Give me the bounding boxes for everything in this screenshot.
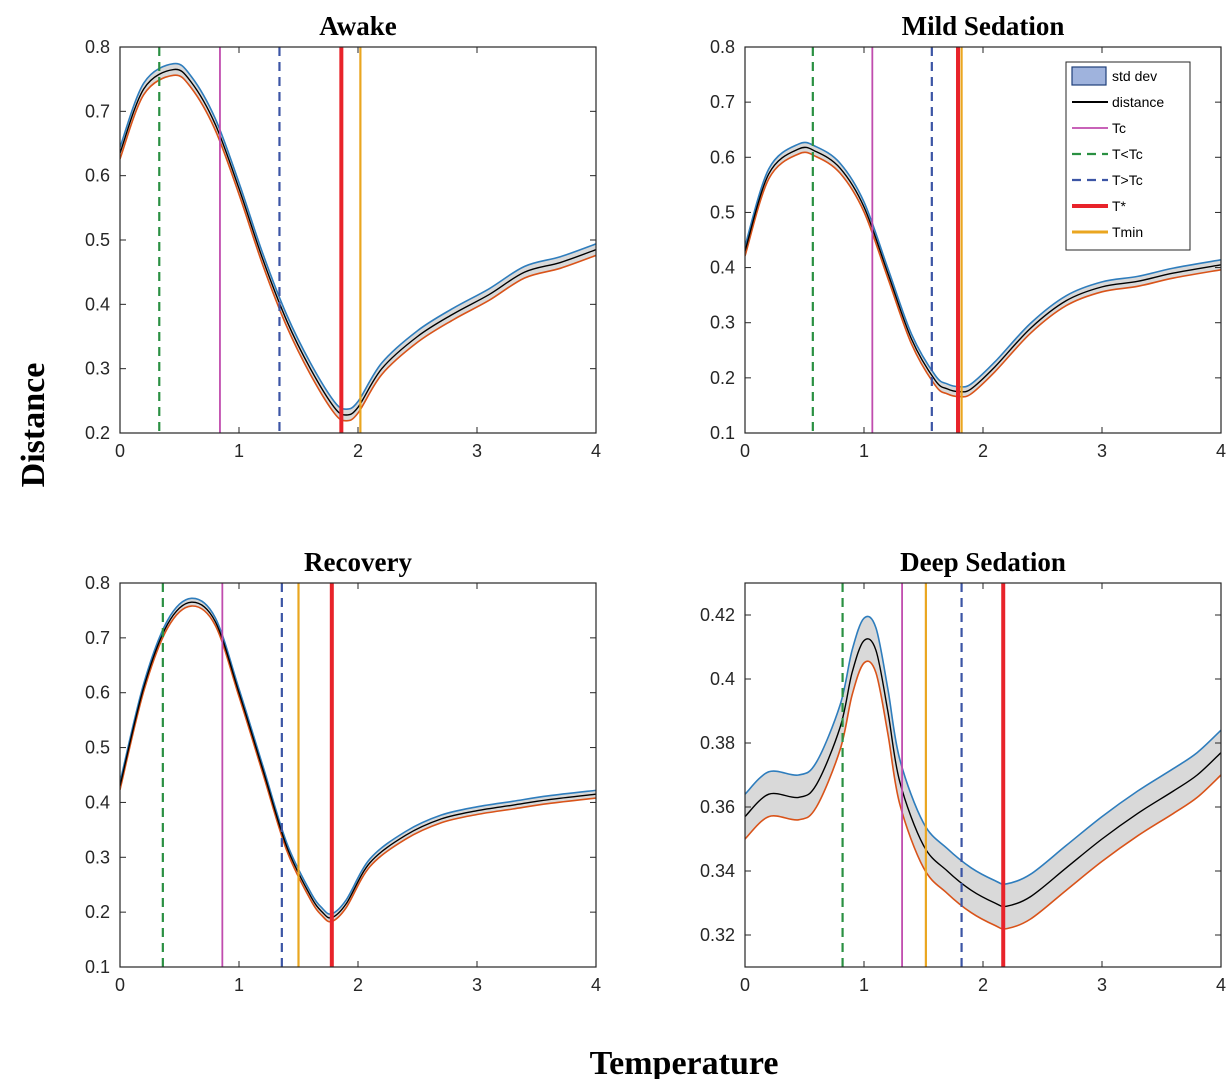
plot-area xyxy=(120,583,596,967)
y-tick-label: 0.2 xyxy=(710,368,735,388)
panel-title: Awake xyxy=(319,11,397,41)
distance-line xyxy=(120,601,596,919)
y-tick-label: 0.8 xyxy=(85,573,110,593)
legend-label: Tc xyxy=(1112,120,1126,136)
x-tick-label: 3 xyxy=(1097,441,1107,461)
y-tick-label: 0.6 xyxy=(85,683,110,703)
y-tick-label: 0.4 xyxy=(710,258,735,278)
x-tick-label: 0 xyxy=(115,975,125,995)
panel-title: Deep Sedation xyxy=(900,547,1066,577)
x-tick-label: 4 xyxy=(591,441,601,461)
axes-frame xyxy=(119,46,597,434)
panel-mild-sedation: Mild Sedation 0 1 2 3 4 0.1 0.2 0.3 0.4 0.5 0.6 0.7 0… xyxy=(710,11,1226,461)
y-tick-label: 0.4 xyxy=(710,669,735,689)
y-tick-label: 0.42 xyxy=(700,605,735,625)
legend-label: T* xyxy=(1112,198,1127,214)
y-tick-label: 0.7 xyxy=(710,92,735,112)
std-dev-band xyxy=(120,598,596,922)
legend-label: Tmin xyxy=(1112,224,1143,240)
lower-std-line xyxy=(120,74,596,422)
panel-title: Mild Sedation xyxy=(902,11,1065,41)
x-tick-label: 0 xyxy=(740,975,750,995)
panel-recovery: Recovery 0 1 2 3 4 0.1 0.2 0.3 0.4 0.5 0.6 0.7 0.8 xyxy=(85,547,601,995)
x-tick-label: 2 xyxy=(353,441,363,461)
x-tick-label: 4 xyxy=(1216,975,1226,995)
y-tick-label: 0.38 xyxy=(700,733,735,753)
y-tick-label: 0.7 xyxy=(85,101,110,121)
upper-std-line xyxy=(745,615,1221,885)
distance-line xyxy=(745,146,1221,393)
axes-frame xyxy=(119,582,597,968)
x-tick-label: 1 xyxy=(234,441,244,461)
y-tick-label: 0.32 xyxy=(700,925,735,945)
x-tick-label: 1 xyxy=(859,441,869,461)
y-tick-label: 0.6 xyxy=(85,166,110,186)
y-tick-label: 0.4 xyxy=(85,294,110,314)
legend-label: T>Tc xyxy=(1112,172,1143,188)
x-tick-label: 2 xyxy=(978,975,988,995)
lower-std-line xyxy=(745,660,1221,930)
std-dev-band xyxy=(120,63,596,421)
legend-label: std dev xyxy=(1112,68,1157,84)
plot-area xyxy=(120,47,596,433)
x-tick-label: 3 xyxy=(1097,975,1107,995)
y-tick-label: 0.2 xyxy=(85,902,110,922)
y-tick-label: 0.4 xyxy=(85,792,110,812)
y-tick-label: 0.1 xyxy=(710,423,735,443)
lower-std-line xyxy=(120,605,596,923)
x-tick-label: 3 xyxy=(472,441,482,461)
plot-area xyxy=(745,47,1221,433)
x-tick-label: 2 xyxy=(978,441,988,461)
upper-std-line xyxy=(745,141,1221,388)
legend-label: distance xyxy=(1112,94,1164,110)
y-tick-label: 0.5 xyxy=(85,230,110,250)
panel-title: Recovery xyxy=(304,547,412,577)
legend-box xyxy=(1065,61,1191,251)
y-tick-label: 0.5 xyxy=(710,202,735,222)
lower-std-line xyxy=(745,151,1221,398)
y-tick-label: 0.8 xyxy=(710,37,735,57)
y-axis-label: Distance xyxy=(15,363,52,488)
y-tick-label: 0.34 xyxy=(700,861,735,881)
upper-std-line xyxy=(120,62,596,411)
y-tick-label: 0.36 xyxy=(700,797,735,817)
y-tick-label: 0.2 xyxy=(85,423,110,443)
panel-deep-sedation: Deep Sedation 0 1 2 3 4 0.32 0.34 0.36 0.38 0.4 0.4… xyxy=(700,547,1226,995)
panel-awake: Awake 0 1 2 3 4 0.2 0.3 0.4 0.5 0.6 0.7 0.8 xyxy=(85,11,601,461)
x-tick-label: 0 xyxy=(115,441,125,461)
y-tick-label: 0.5 xyxy=(85,738,110,758)
y-tick-label: 0.3 xyxy=(85,359,110,379)
legend-swatch-std-dev xyxy=(1071,66,1107,86)
x-tick-label: 4 xyxy=(1216,441,1226,461)
y-tick-label: 0.3 xyxy=(710,313,735,333)
x-axis-label: Temperature xyxy=(590,1045,779,1079)
distance-line xyxy=(120,68,596,416)
legend-label: T<Tc xyxy=(1112,146,1143,162)
plot-area xyxy=(745,583,1221,967)
x-tick-label: 2 xyxy=(353,975,363,995)
x-tick-label: 1 xyxy=(234,975,244,995)
y-tick-label: 0.6 xyxy=(710,147,735,167)
x-tick-label: 4 xyxy=(591,975,601,995)
x-tick-label: 1 xyxy=(859,975,869,995)
upper-std-line xyxy=(120,597,596,915)
y-tick-label: 0.7 xyxy=(85,628,110,648)
x-tick-label: 3 xyxy=(472,975,482,995)
std-dev-band xyxy=(745,616,1221,929)
y-tick-label: 0.1 xyxy=(85,957,110,977)
y-tick-label: 0.3 xyxy=(85,847,110,867)
distance-line xyxy=(745,638,1221,908)
x-tick-label: 0 xyxy=(740,441,750,461)
y-tick-label: 0.8 xyxy=(85,37,110,57)
legend: std dev distance Tc T<Tc T>Tc T* Tmin xyxy=(1065,61,1191,251)
